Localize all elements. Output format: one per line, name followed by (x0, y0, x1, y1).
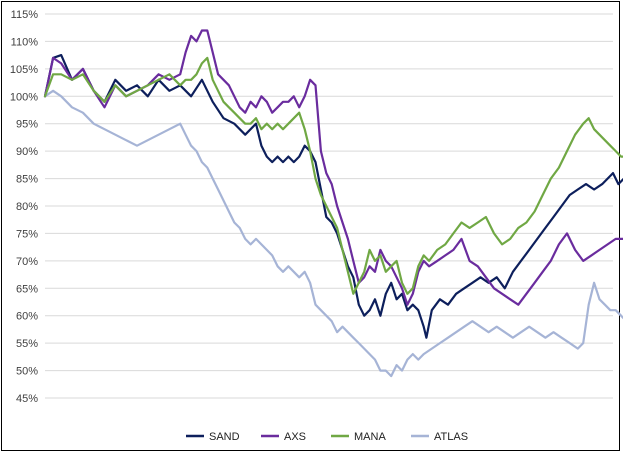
legend-label: ATLAS (434, 431, 468, 443)
legend: SAND AXS MANA ATLAS (186, 431, 468, 443)
y-tick-label: 50% (16, 366, 38, 378)
y-tick-label: 110% (11, 36, 39, 48)
y-tick-label: 115% (11, 9, 39, 21)
y-tick-label: 100% (10, 91, 38, 103)
series-line-mana (43, 56, 623, 295)
series-line-axs (43, 29, 623, 306)
y-tick-label: 70% (16, 256, 38, 268)
legend-label: SAND (209, 431, 240, 443)
y-tick-label: 60% (16, 311, 38, 323)
legend-item-mana: MANA (331, 431, 386, 443)
y-tick-label: 55% (16, 338, 38, 350)
legend-label: MANA (354, 431, 386, 443)
y-tick-label: 45% (16, 393, 38, 405)
legend-item-atlas: ATLAS (411, 431, 468, 443)
y-tick-label: 90% (16, 146, 38, 158)
legend-label: AXS (284, 431, 306, 443)
legend-item-sand: SAND (186, 431, 240, 443)
series-lines (43, 29, 623, 378)
series-line-sand (43, 54, 623, 339)
y-tick-label: 65% (16, 283, 38, 295)
y-tick-label: 95% (16, 119, 38, 131)
series-line-atlas (43, 89, 623, 378)
y-tick-label: 80% (16, 201, 38, 213)
y-axis-tick-labels: 45% 50% 55% 60% 65% 70% 75% 80% 85% 90% 95% 100% 105… (10, 9, 38, 405)
gridlines (45, 13, 613, 399)
y-tick-label: 85% (16, 174, 38, 186)
y-tick-label: 75% (16, 228, 38, 240)
legend-item-axs: AXS (261, 431, 306, 443)
y-tick-label: 105% (10, 64, 38, 76)
